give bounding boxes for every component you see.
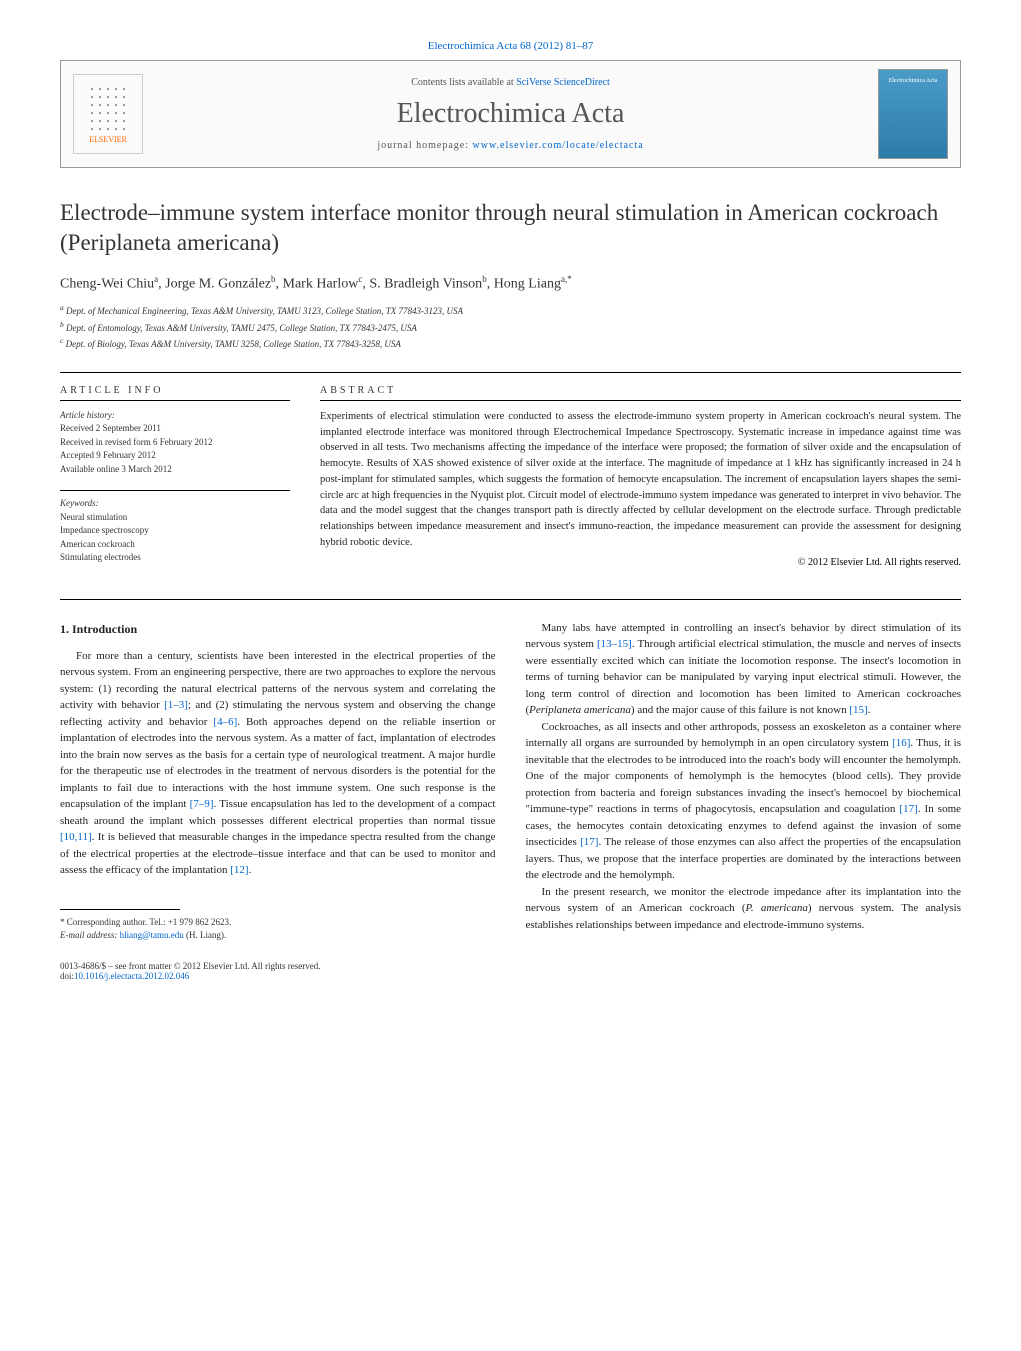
article-info-column: ARTICLE INFO Article history: Received 2… <box>60 385 290 579</box>
body-columns: 1. Introduction For more than a century,… <box>60 620 961 941</box>
section-divider <box>60 372 961 373</box>
homepage-prefix: journal homepage: <box>377 140 472 151</box>
header-center: Contents lists available at SciVerse Sci… <box>143 77 878 151</box>
email-line: E-mail address: hliang@tamu.edu (H. Lian… <box>60 929 496 942</box>
contents-prefix: Contents lists available at <box>411 77 516 88</box>
ref-link[interactable]: [17] <box>899 803 917 815</box>
affiliation-c: c Dept. of Biology, Texas A&M University… <box>60 335 961 352</box>
ref-link[interactable]: [17] <box>580 836 598 848</box>
keywords-divider <box>60 490 290 491</box>
body-column-left: 1. Introduction For more than a century,… <box>60 620 496 941</box>
cover-label: Electrochimica Acta <box>889 78 938 84</box>
abstract-text: Experiments of electrical stimulation we… <box>320 409 961 551</box>
email-label: E-mail address: <box>60 930 120 940</box>
elsevier-tree-icon <box>88 85 128 135</box>
abstract-column: ABSTRACT Experiments of electrical stimu… <box>320 385 961 579</box>
abstract-label: ABSTRACT <box>320 385 961 401</box>
doi-link[interactable]: 10.1016/j.electacta.2012.02.046 <box>74 971 189 981</box>
doi-line: doi:10.1016/j.electacta.2012.02.046 <box>60 971 961 981</box>
history-online: Available online 3 March 2012 <box>60 463 290 477</box>
ref-link[interactable]: [12] <box>230 864 248 876</box>
ref-link[interactable]: [4–6] <box>213 716 237 728</box>
homepage-line: journal homepage: www.elsevier.com/locat… <box>143 140 878 151</box>
ref-link[interactable]: [13–15] <box>597 638 632 650</box>
journal-reference: Electrochimica Acta 68 (2012) 81–87 <box>60 40 961 52</box>
keyword-1: Impedance spectroscopy <box>60 524 290 538</box>
affiliation-a: a Dept. of Mechanical Engineering, Texas… <box>60 302 961 319</box>
journal-cover-thumbnail: Electrochimica Acta <box>878 69 948 159</box>
contents-line: Contents lists available at SciVerse Sci… <box>143 77 878 88</box>
ref-link[interactable]: [1–3] <box>164 699 188 711</box>
intro-paragraph-3: Cockroaches, as all insects and other ar… <box>526 719 962 884</box>
email-link[interactable]: hliang@tamu.edu <box>120 930 184 940</box>
affiliations: a Dept. of Mechanical Engineering, Texas… <box>60 302 961 352</box>
history-heading: Article history: <box>60 409 290 423</box>
journal-header-box: ELSEVIER Contents lists available at Sci… <box>60 60 961 168</box>
doi-label: doi: <box>60 971 74 981</box>
corresponding-author: * Corresponding author. Tel.: +1 979 862… <box>60 916 496 929</box>
keyword-0: Neural stimulation <box>60 511 290 525</box>
elsevier-label: ELSEVIER <box>89 135 127 144</box>
issn-line: 0013-4686/$ – see front matter © 2012 El… <box>60 961 961 971</box>
section-divider-2 <box>60 599 961 600</box>
footnote-divider <box>60 909 180 910</box>
ref-link[interactable]: [16] <box>892 737 910 749</box>
intro-paragraph-1: For more than a century, scientists have… <box>60 648 496 879</box>
homepage-link[interactable]: www.elsevier.com/locate/electacta <box>473 140 644 151</box>
journal-name: Electrochimica Acta <box>143 98 878 130</box>
elsevier-logo: ELSEVIER <box>73 74 143 154</box>
ref-link[interactable]: [7–9] <box>190 798 214 810</box>
footer-block: 0013-4686/$ – see front matter © 2012 El… <box>60 961 961 981</box>
history-received: Received 2 September 2011 <box>60 422 290 436</box>
article-history: Article history: Received 2 September 20… <box>60 409 290 477</box>
article-info-label: ARTICLE INFO <box>60 385 290 401</box>
authors-list: Cheng-Wei Chiua, Jorge M. Gonzálezb, Mar… <box>60 274 961 293</box>
article-title: Electrode–immune system interface monito… <box>60 198 961 258</box>
corresponding-footnote: * Corresponding author. Tel.: +1 979 862… <box>60 916 496 941</box>
keywords-block: Keywords: Neural stimulation Impedance s… <box>60 497 290 565</box>
email-suffix: (H. Liang). <box>184 930 227 940</box>
intro-paragraph-4: In the present research, we monitor the … <box>526 884 962 934</box>
abstract-copyright: © 2012 Elsevier Ltd. All rights reserved… <box>320 557 961 568</box>
keyword-2: American cockroach <box>60 538 290 552</box>
affiliation-b: b Dept. of Entomology, Texas A&M Univers… <box>60 319 961 336</box>
intro-heading: 1. Introduction <box>60 620 496 638</box>
history-revised: Received in revised form 6 February 2012 <box>60 436 290 450</box>
sciencedirect-link[interactable]: SciVerse ScienceDirect <box>516 77 610 88</box>
history-accepted: Accepted 9 February 2012 <box>60 449 290 463</box>
keywords-heading: Keywords: <box>60 497 290 511</box>
body-column-right: Many labs have attempted in controlling … <box>526 620 962 941</box>
ref-link[interactable]: [10,11] <box>60 831 92 843</box>
keyword-3: Stimulating electrodes <box>60 551 290 565</box>
info-abstract-row: ARTICLE INFO Article history: Received 2… <box>60 385 961 579</box>
ref-link[interactable]: [15] <box>849 704 867 716</box>
intro-paragraph-2: Many labs have attempted in controlling … <box>526 620 962 719</box>
